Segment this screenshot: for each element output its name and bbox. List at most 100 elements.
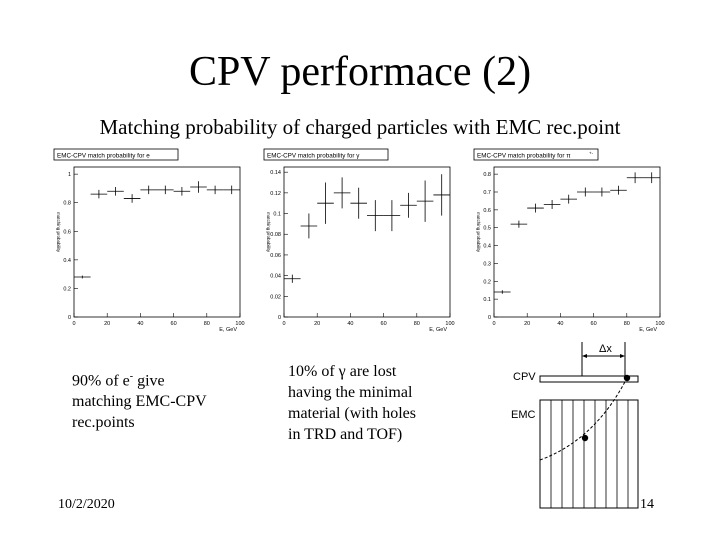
data-point	[626, 172, 644, 184]
emc-block	[539, 399, 639, 509]
y-tick-label: 0.14	[270, 170, 281, 176]
x-tick-label: 40	[347, 321, 353, 327]
electron-note-line1b: give	[133, 372, 165, 390]
x-tick-label: 60	[591, 321, 597, 327]
electron-note-line2: matching EMC-CPV	[72, 393, 207, 411]
y-tick-label: 0.1	[273, 212, 281, 218]
data-point	[140, 185, 157, 195]
electron-note: 90% of e- give matching EMC-CPV rec.poin…	[72, 366, 207, 433]
x-tick-label: 100	[655, 321, 664, 327]
y-tick-label: 0	[278, 315, 281, 321]
y-tick-label: 0.02	[270, 294, 281, 300]
y-tick-label: 0	[488, 315, 491, 321]
data-point	[643, 172, 660, 184]
x-tick-label: 40	[557, 321, 563, 327]
gamma-note-line3: material (with holes	[288, 405, 416, 422]
x-tick-label: 0	[72, 321, 75, 327]
y-tick-label: 0.6	[483, 208, 491, 214]
data-point	[400, 192, 417, 218]
data-point	[577, 187, 594, 197]
y-tick-label: 0.3	[483, 261, 491, 267]
x-tick-label: 80	[414, 321, 420, 327]
x-tick-label: 20	[314, 321, 320, 327]
x-tick-label: 0	[282, 321, 285, 327]
x-tick-label: 100	[235, 321, 244, 327]
x-tick-label: 100	[445, 321, 454, 327]
x-tick-label: 0	[492, 321, 495, 327]
electron-match-chart: EMC-CPV match probability for e matching …	[53, 148, 245, 333]
y-tick-label: 0.8	[483, 172, 491, 178]
plot-frame	[73, 166, 241, 318]
x-tick-label: 20	[104, 321, 110, 327]
y-tick-label: 0.08	[270, 232, 281, 238]
cpv-emc-diagram-svg: Δx CPV EMC	[511, 342, 639, 509]
data-point	[107, 187, 124, 196]
gamma-note-line2: having the minimal	[288, 384, 413, 401]
x-axis-label: E, GeV	[219, 327, 237, 333]
data-point	[560, 194, 577, 204]
x-tick-label: 40	[137, 321, 143, 327]
slide-subtitle: Matching probability of charged particle…	[99, 115, 621, 139]
data-point	[223, 185, 240, 195]
gamma-note: 10% of γ are lost having the minimal mat…	[288, 361, 416, 445]
footer-date: 10/2/2020	[58, 497, 115, 512]
data-point	[510, 220, 528, 228]
x-tick-label: 80	[204, 321, 210, 327]
x-axis-label: E, GeV	[639, 327, 657, 333]
data-point	[383, 200, 401, 232]
y-tick-label: 0.4	[63, 258, 71, 264]
x-tick-label: 60	[171, 321, 177, 327]
data-point	[284, 274, 301, 283]
y-tick-label: 0.12	[270, 191, 281, 197]
data-point	[416, 180, 434, 222]
data-point	[173, 187, 191, 196]
slide-title: CPV performace (2)	[188, 49, 532, 95]
chart-title-box	[473, 148, 599, 161]
x-axis-label: E, GeV	[429, 327, 447, 333]
y-tick-label: 0.8	[63, 201, 71, 207]
electron-note-sup: -	[129, 371, 134, 382]
y-tick-label: 1	[68, 172, 71, 178]
chart-title: EMC-CPV match probability for e	[57, 153, 150, 160]
track-curve	[539, 377, 628, 461]
data-point	[593, 187, 611, 197]
data-point	[433, 174, 450, 216]
chart-title-box	[53, 148, 179, 161]
data-point	[90, 189, 108, 199]
data-point	[610, 185, 627, 195]
plot-frame	[493, 166, 661, 318]
y-tick-label: 0.04	[270, 274, 281, 280]
electron-note-line1: 90% of e	[72, 372, 130, 390]
data-point	[350, 187, 367, 219]
cpv-label: CPV	[513, 371, 536, 383]
x-tick-label: 80	[624, 321, 630, 327]
y-tick-label: 0.7	[483, 190, 491, 196]
chart-panel-gamma: EMC-CPV match probability for γ matching …	[260, 145, 470, 335]
emc-label: EMC	[511, 409, 536, 421]
cpv-hit-point	[623, 374, 631, 382]
y-tick-label: 0.6	[63, 229, 71, 235]
gamma-note-line1: 10% of γ are lost	[288, 363, 397, 380]
chart-title: EMC-CPV match probability for γ	[267, 153, 360, 160]
data-point	[527, 203, 544, 213]
data-point	[333, 177, 351, 209]
y-tick-label: 0.06	[270, 253, 281, 259]
data-point	[300, 213, 318, 239]
chart-panel-electron: EMC-CPV match probability for e matching …	[50, 145, 260, 335]
x-tick-label: 60	[381, 321, 387, 327]
data-point	[190, 181, 207, 193]
y-tick-label: 0.5	[483, 226, 491, 232]
y-tick-label: 0.2	[483, 279, 491, 285]
x-tick-label: 20	[524, 321, 530, 327]
data-point	[157, 185, 174, 195]
pion-match-chart: EMC-CPV match probability for π +- matchin…	[473, 148, 665, 333]
y-tick-label: 0.4	[483, 244, 491, 250]
data-point	[206, 185, 224, 195]
chart-panel-pion: EMC-CPV match probability for π +- matchin…	[470, 145, 680, 335]
data-point	[74, 275, 91, 279]
cpv-emc-diagram: Δx CPV EMC	[505, 340, 655, 510]
y-axis-label: matching probability	[56, 212, 61, 253]
y-tick-label: 0.2	[63, 286, 71, 292]
data-point	[123, 194, 141, 203]
electron-note-line3: rec.points	[72, 414, 135, 432]
